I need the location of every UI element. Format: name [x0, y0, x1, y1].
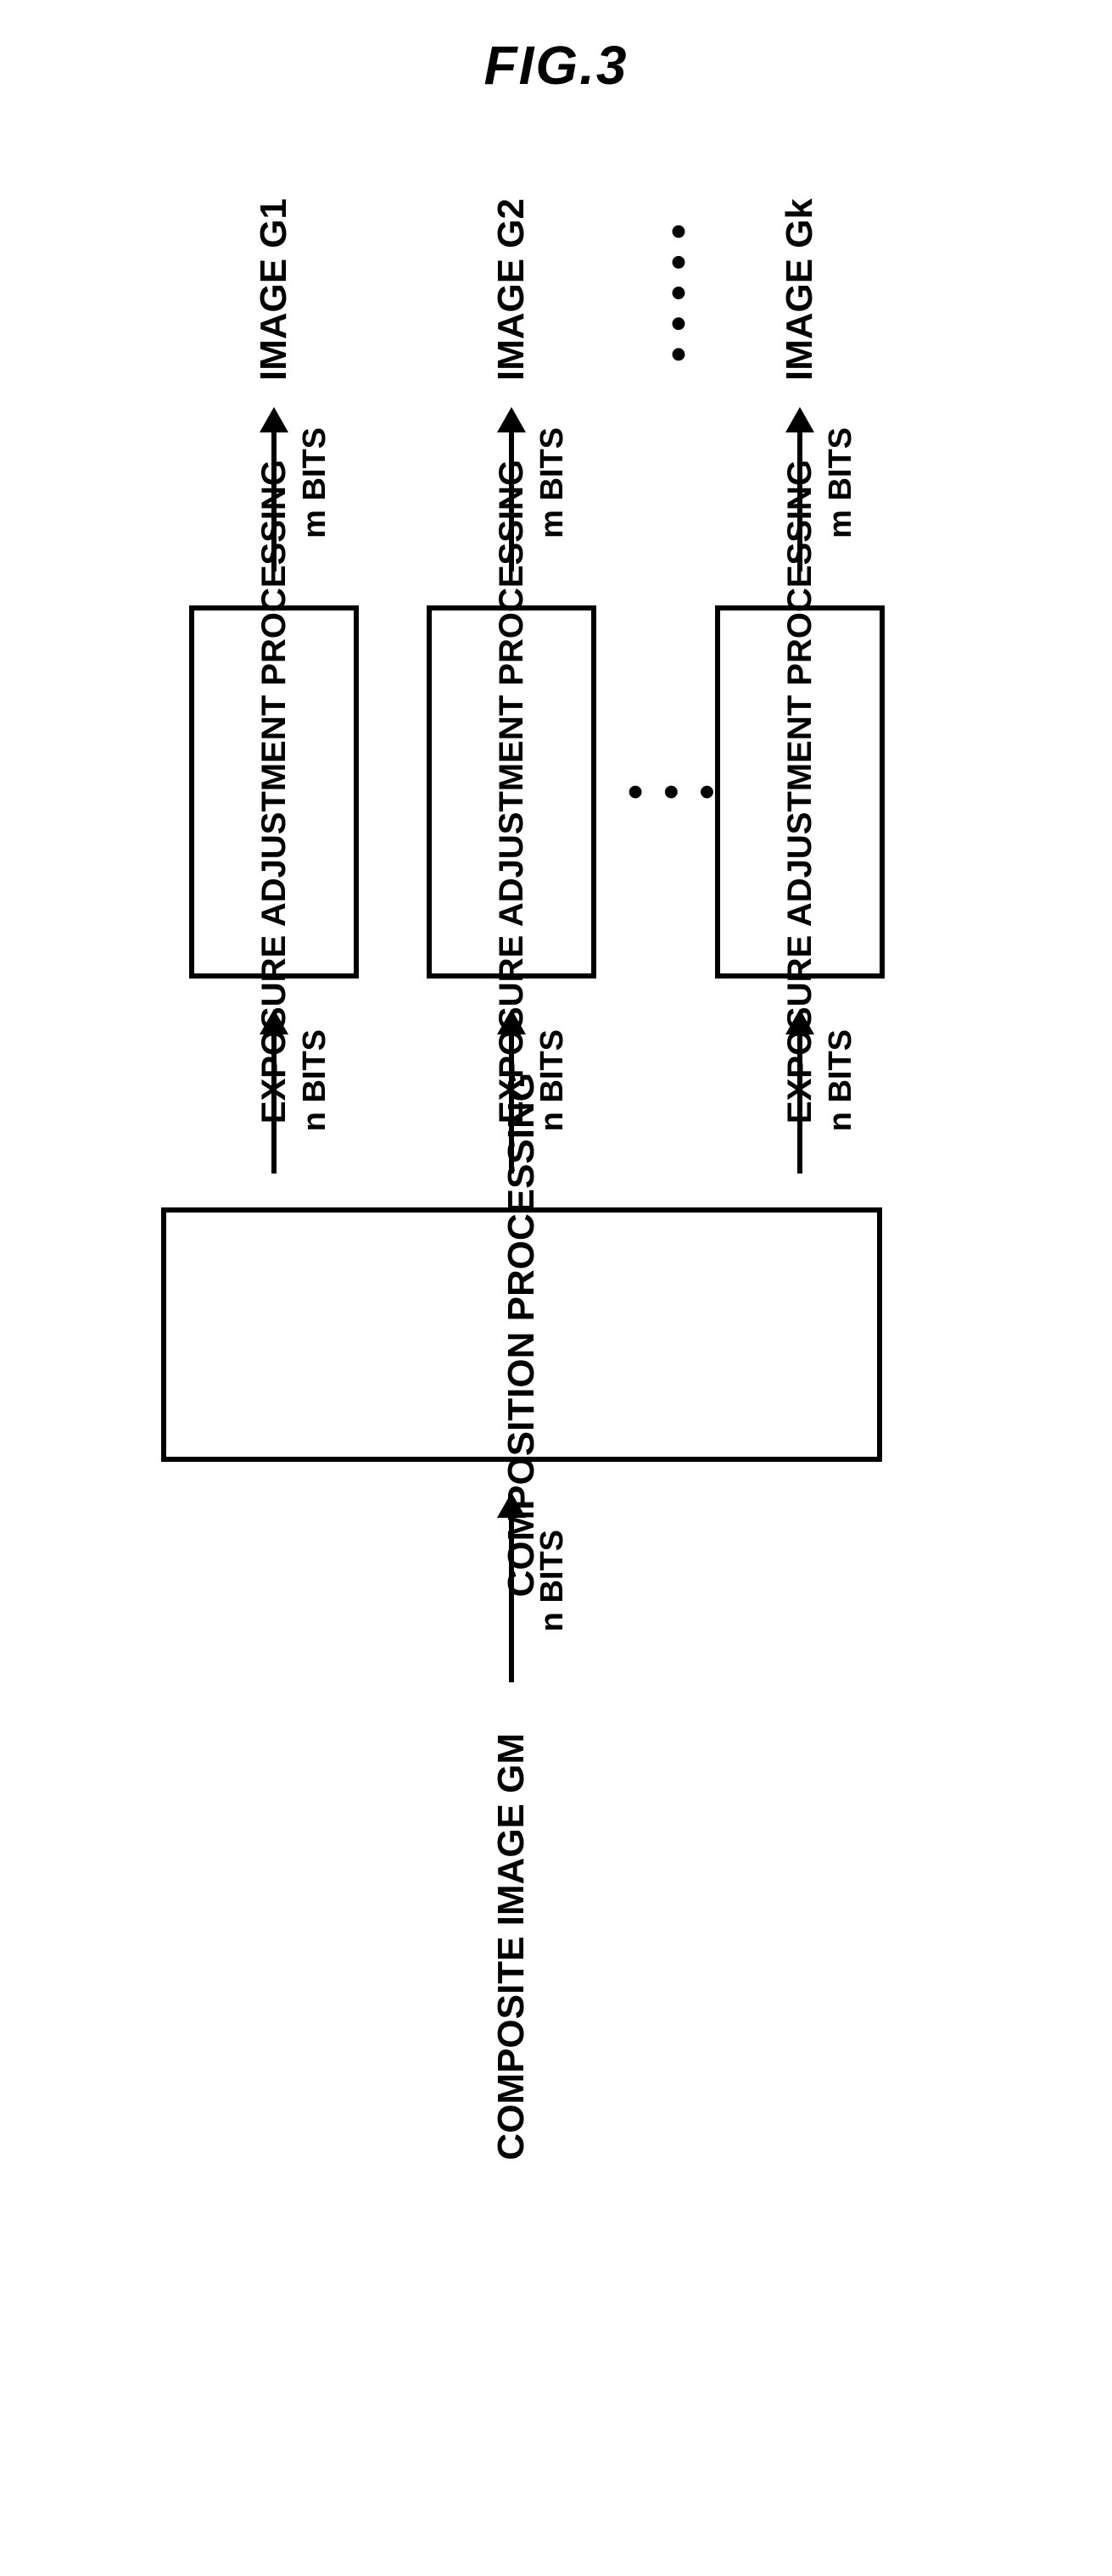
ellipsis-inputs: •••••: [653, 224, 704, 377]
exposure-box-g2: EXPOSURE ADJUSTMENT PROCESSING: [427, 605, 596, 979]
exposure-box-gk: EXPOSURE ADJUSTMENT PROCESSING: [715, 605, 885, 979]
input-label-g2: IMAGE G2: [490, 198, 533, 381]
bits-in-g2: m BITS: [534, 427, 571, 538]
figure-title: FIG.3: [34, 34, 1078, 97]
arrow-output: [509, 1513, 514, 1682]
composition-box-label: COMPOSITION PROCESSING: [495, 1073, 548, 1597]
bits-in-g1: m BITS: [297, 427, 333, 538]
exposure-box-g1: EXPOSURE ADJUSTMENT PROCESSING: [189, 605, 359, 979]
arrow-gk-out: [797, 1029, 802, 1174]
composition-box: COMPOSITION PROCESSING: [161, 1207, 882, 1462]
bits-out-g1: n BITS: [297, 1029, 333, 1131]
arrow-g1-out: [271, 1029, 277, 1174]
output-label: COMPOSITE IMAGE GM: [490, 1733, 533, 2161]
bits-out-gk: n BITS: [823, 1029, 859, 1131]
bits-in-gk: m BITS: [823, 427, 859, 538]
output-bits: n BITS: [534, 1530, 571, 1631]
diagram-canvas: IMAGE G1 m BITS EXPOSURE ADJUSTMENT PROC…: [34, 148, 1078, 2437]
input-label-g1: IMAGE G1: [253, 198, 295, 381]
input-label-gk: IMAGE Gk: [779, 198, 821, 381]
